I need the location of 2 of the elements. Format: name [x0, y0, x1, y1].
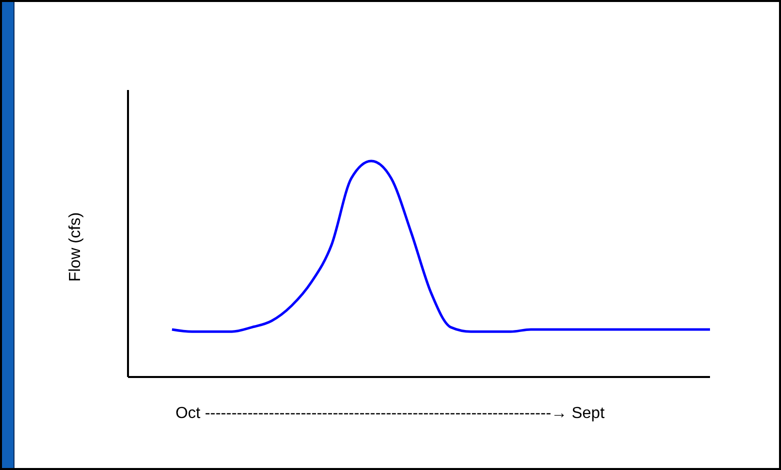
x-axis-title: Oct -----------------------------------------------------------------→ Sept: [175, 405, 606, 422]
y-axis-title: Flow (cfs): [67, 212, 84, 282]
